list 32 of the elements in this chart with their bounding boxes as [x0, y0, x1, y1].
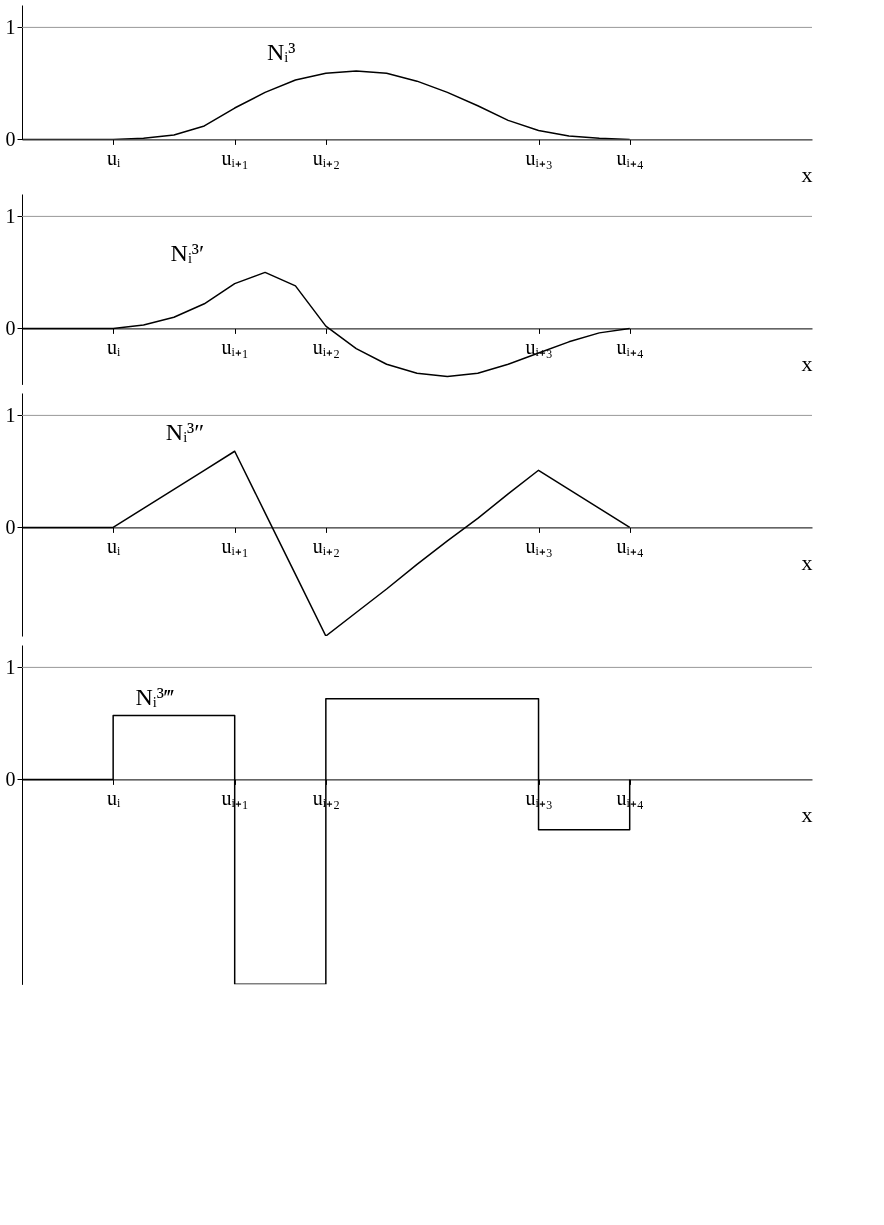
series-label: Nᵢ³‴: [135, 683, 174, 710]
x-tick-label: uᵢ₊₁: [221, 335, 249, 358]
x-axis-title: x: [801, 549, 813, 575]
x-tick-label: uᵢ: [107, 534, 122, 557]
x-tick-label: uᵢ: [107, 335, 122, 358]
series-label: Nᵢ³: [267, 39, 296, 66]
x-axis-title: x: [801, 161, 813, 187]
series-label: Nᵢ³″: [165, 419, 205, 446]
y-tick-label: 1: [5, 204, 16, 227]
x-tick-label: uᵢ₊₄: [616, 146, 644, 169]
x-tick-label: uᵢ₊₂: [312, 146, 340, 169]
x-tick-label: uᵢ₊₃: [525, 146, 553, 169]
x-tick-label: uᵢ₊₂: [312, 335, 340, 358]
y-tick-label: 0: [5, 515, 16, 538]
series-label: Nᵢ³′: [170, 240, 205, 267]
x-tick-label: uᵢ₊₄: [616, 534, 644, 557]
x-tick-label: uᵢ₊₄: [616, 335, 644, 358]
y-tick-label: 0: [5, 127, 16, 150]
y-tick-label: 0: [5, 767, 16, 790]
y-tick-label: 1: [5, 15, 16, 38]
x-tick-label: uᵢ₊₂: [312, 534, 340, 557]
x-tick-label: uᵢ₊₃: [525, 534, 553, 557]
y-tick-label: 1: [5, 403, 16, 426]
y-tick-label: 0: [5, 316, 16, 339]
x-tick-label: uᵢ: [107, 786, 122, 809]
x-axis-title: x: [801, 350, 813, 376]
x-axis-title: x: [801, 801, 813, 827]
y-tick-label: 1: [5, 655, 16, 678]
x-tick-label: uᵢ₊₁: [221, 534, 249, 557]
x-tick-label: uᵢ: [107, 146, 122, 169]
x-tick-label: uᵢ₊₃: [525, 335, 553, 358]
x-tick-label: uᵢ₊₁: [221, 146, 249, 169]
